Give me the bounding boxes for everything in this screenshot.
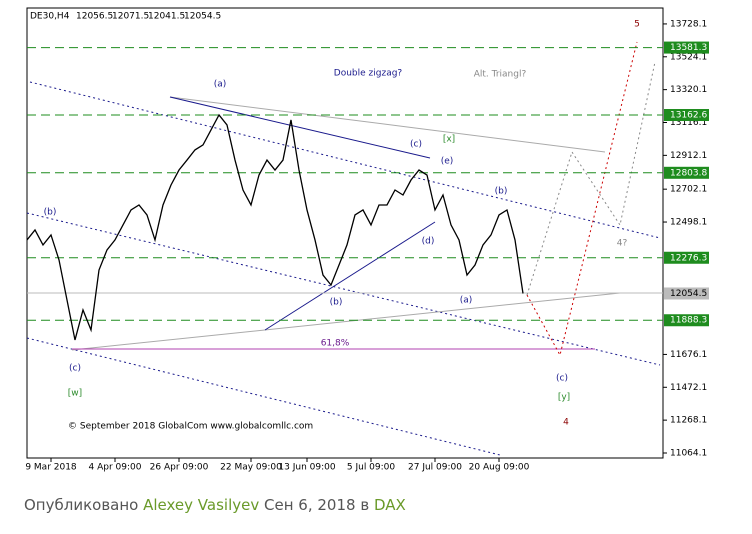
y-tick-label: 11268.1 (670, 416, 707, 426)
annotation: [x] (443, 135, 455, 145)
level-label: 11888.3 (670, 316, 707, 326)
y-tick-label: 13320.1 (670, 85, 707, 95)
y-tick-label: 12498.1 (670, 218, 707, 228)
annotation: (c) (556, 374, 568, 384)
x-tick-label: 9 Mar 2018 (25, 463, 77, 473)
x-tick-label: 13 Jun 09:00 (278, 463, 335, 473)
y-tick-label: 11064.1 (670, 448, 707, 458)
projection (526, 61, 656, 296)
x-tick-label: 27 Jul 09:00 (408, 463, 462, 473)
level-label: 13162.6 (670, 111, 707, 121)
level-label: 12276.3 (670, 253, 707, 263)
y-tick-label: 13728.1 (670, 19, 707, 29)
level-label: 13581.3 (670, 43, 707, 53)
annotation: 4? (617, 239, 628, 249)
x-tick-label: 5 Jul 09:00 (347, 463, 396, 473)
plot-frame (26, 7, 664, 459)
x-tick-label: 26 Apr 09:00 (150, 463, 209, 473)
annotation: © September 2018 GlobalCom www.globalcom… (68, 422, 313, 432)
chart: DE30,H4 12056.5 12071.5 12041.5 12054.5 … (25, 7, 709, 473)
ohlc-high: 12071.5 (112, 12, 149, 22)
trend-lines (26, 41, 663, 456)
annotation: 5 (634, 20, 640, 30)
annotation: (b) (495, 187, 508, 197)
x-tick-label: 20 Aug 09:00 (469, 463, 530, 473)
price-label: 12054.5 (670, 289, 707, 299)
annotation: (a) (214, 80, 227, 90)
author[interactable]: Alexey Vasilyev (143, 496, 260, 514)
date: Сен 6, 2018 (264, 496, 356, 514)
level-box (664, 251, 709, 264)
y-tick-label: 11472.1 (670, 383, 707, 393)
annotation: (b) (44, 208, 57, 218)
annotation: 4 (563, 418, 569, 428)
triangle-line (169, 96, 606, 153)
y-tick-label: 13116.1 (670, 118, 707, 128)
price-line (26, 113, 524, 341)
annotation: [y] (558, 393, 570, 403)
annotation: (b) (330, 298, 343, 308)
level-box (664, 314, 709, 327)
market[interactable]: DAX (373, 496, 406, 514)
annotation: (a) (460, 296, 473, 306)
ohlc-low: 12041.5 (148, 12, 185, 22)
channel-line (26, 337, 501, 456)
channel-line (26, 212, 661, 366)
footer-prefix: Опубликовано (24, 496, 139, 514)
level-box (664, 109, 709, 122)
annotation: 61,8% (321, 339, 350, 349)
level-box (664, 41, 709, 54)
annotation: (d) (422, 237, 435, 247)
y-tick-label: 11676.1 (670, 350, 707, 360)
footer: Опубликовано Alexey Vasilyev Сен 6, 2018… (24, 496, 406, 514)
annotation: (e) (441, 157, 454, 167)
wave-line (169, 96, 431, 159)
ohlc-close: 12054.5 (184, 12, 221, 22)
y-tick-label: 13524.1 (670, 52, 707, 62)
footer-in: в (360, 496, 370, 514)
annotation: [w] (68, 389, 82, 399)
ohlc-open: 12056.5 (76, 12, 113, 22)
level-label: 12803.8 (670, 168, 707, 178)
y-tick-label: 12912.1 (670, 151, 707, 161)
price-box (664, 287, 709, 300)
channel-line (29, 81, 661, 239)
annotation: Double zigzag? (334, 69, 403, 79)
annotation: (c) (410, 140, 422, 150)
annotation: (c) (69, 364, 81, 374)
level-box (664, 166, 709, 179)
triangle-line (71, 292, 621, 351)
y-tick-label: 12702.1 (670, 185, 707, 195)
annotation: Alt. Triangl? (474, 70, 527, 80)
symbol: DE30,H4 (30, 12, 70, 22)
x-tick-label: 22 May 09:00 (220, 463, 282, 473)
x-tick-label: 4 Apr 09:00 (89, 463, 142, 473)
wave-line (264, 221, 436, 331)
